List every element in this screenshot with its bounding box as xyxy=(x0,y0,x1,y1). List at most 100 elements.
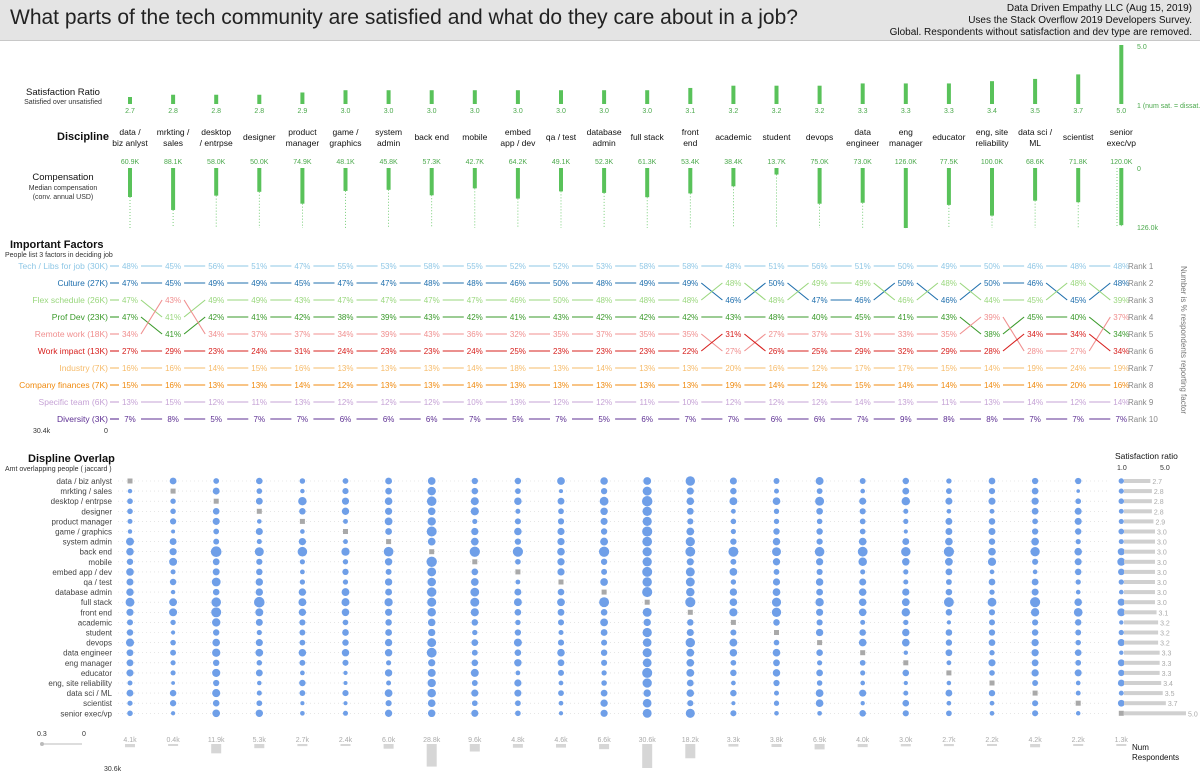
overlap-bubble xyxy=(341,507,350,515)
overlap-bubble xyxy=(470,537,479,546)
factor-percent: 26% xyxy=(768,347,784,356)
overlap-bubble xyxy=(599,597,610,608)
overlap-bubble xyxy=(385,608,393,616)
factor-percent: 34% xyxy=(337,330,353,339)
sat-value-label: 3.3 xyxy=(858,108,868,115)
overlap-bubble xyxy=(860,619,866,625)
overlap-bubble xyxy=(299,629,306,636)
overlap-bubble xyxy=(816,507,823,515)
factor-percent: 46% xyxy=(510,296,526,305)
overlap-row-label: game / graphics xyxy=(55,528,112,537)
overlap-bubble xyxy=(471,487,479,495)
comp-value-label: 68.6K xyxy=(1026,159,1045,166)
factor-percent: 12% xyxy=(337,398,353,407)
discipline-label: desktop xyxy=(201,127,231,137)
overlap-bubble xyxy=(642,506,652,516)
resp-bar xyxy=(728,744,739,747)
discipline-label: back end xyxy=(414,132,449,142)
discipline-label: manager xyxy=(286,138,320,148)
factor-percent: 33% xyxy=(898,330,914,339)
discipline-label: app / dev xyxy=(500,138,536,148)
overlap-bubble xyxy=(256,488,263,494)
factor-percent: 13% xyxy=(122,398,138,407)
overlap-bubble xyxy=(1030,547,1040,557)
factor-percent: 49% xyxy=(812,279,828,288)
overlap-bubble xyxy=(902,558,910,566)
overlap-bubble xyxy=(170,649,177,656)
factor-percent: 20% xyxy=(725,364,741,373)
factor-percent: 15% xyxy=(855,381,871,390)
sat-bar xyxy=(1033,78,1038,104)
overlap-row-label: data engineer xyxy=(63,649,112,658)
discipline-label: qa / test xyxy=(546,132,577,142)
factor-percent: 7% xyxy=(297,415,309,424)
overlap-bubble xyxy=(988,518,996,525)
overlap-bubble xyxy=(558,711,564,716)
overlap-bubble xyxy=(729,568,738,576)
discipline-label: educator xyxy=(932,132,965,142)
factor-percent: 47% xyxy=(122,296,138,305)
sat-bar xyxy=(429,90,434,104)
overlap-bubble xyxy=(470,578,479,586)
overlap-bubble xyxy=(642,557,652,567)
comp-value-label: 74.9K xyxy=(293,159,312,166)
overlap-bubble xyxy=(1031,669,1039,677)
factor-percent: 23% xyxy=(424,347,440,356)
overlap-bubble xyxy=(902,538,910,546)
factor-percent: 17% xyxy=(855,364,871,373)
overlap-bubble xyxy=(989,700,995,706)
discipline-label: manager xyxy=(889,138,923,148)
overlap-bubble xyxy=(816,680,823,686)
overlap-bubble xyxy=(212,558,220,566)
overlap-bubble xyxy=(514,629,522,636)
overlap-bubble xyxy=(902,699,910,707)
factor-label: Prof Dev (23K) xyxy=(52,312,108,322)
factor-percent: 48% xyxy=(596,296,612,305)
overlap-bubble xyxy=(170,498,176,504)
factor-percent: 14% xyxy=(984,381,1000,390)
overlap-bubble xyxy=(730,689,737,697)
factor-line-segment xyxy=(183,299,206,335)
sat-bar xyxy=(645,90,650,104)
overlap-bubble xyxy=(1073,607,1083,617)
overlap-bubble xyxy=(213,679,220,687)
sat-ratio-bar xyxy=(1124,590,1155,595)
overlap-bubble xyxy=(945,649,953,657)
overlap-bubble xyxy=(255,709,263,717)
overlap-bubble xyxy=(255,497,263,505)
factor-percent: 6% xyxy=(641,415,653,424)
discipline-label: academic xyxy=(715,132,752,142)
overlap-bubble xyxy=(601,639,608,646)
overlap-bubble xyxy=(857,546,868,557)
factor-percent: 51% xyxy=(855,262,871,271)
sat-ratio-value: 3.4 xyxy=(1163,681,1173,688)
factor-percent: 19% xyxy=(1027,364,1043,373)
resp-value-label: 0.4k xyxy=(166,737,180,744)
overlap-bubble xyxy=(170,660,176,666)
overlap-bubble xyxy=(513,638,522,647)
overlap-bubble xyxy=(989,589,995,595)
factor-percent: 35% xyxy=(553,330,569,339)
factor-percent: 19% xyxy=(1113,364,1129,373)
sat-bar xyxy=(1076,74,1081,104)
overlap-bubble xyxy=(598,546,610,557)
overlap-bubble xyxy=(772,588,781,596)
discipline-label: engineer xyxy=(846,138,879,148)
factor-percent: 13% xyxy=(510,381,526,390)
credit-line-2: Uses the Stack Overflow 2019 Developers … xyxy=(968,15,1192,26)
overlap-bubble xyxy=(127,529,133,534)
overlap-bubble xyxy=(988,497,996,505)
comp-bar xyxy=(171,168,176,210)
overlap-bubble xyxy=(514,689,522,697)
overlap-bubble xyxy=(988,639,996,646)
overlap-bubble xyxy=(816,488,823,494)
discipline-label: reliability xyxy=(975,138,1009,148)
sat-bar xyxy=(946,83,951,104)
discipline-label: sales xyxy=(163,138,183,148)
overlap-bubble xyxy=(1118,690,1124,696)
overlap-row-label: embed app / dev xyxy=(52,568,112,577)
overlap-bubble xyxy=(730,710,737,717)
overlap-bubble xyxy=(1031,588,1039,596)
overlap-bubble xyxy=(384,638,393,647)
overlap-bubble xyxy=(901,598,910,607)
